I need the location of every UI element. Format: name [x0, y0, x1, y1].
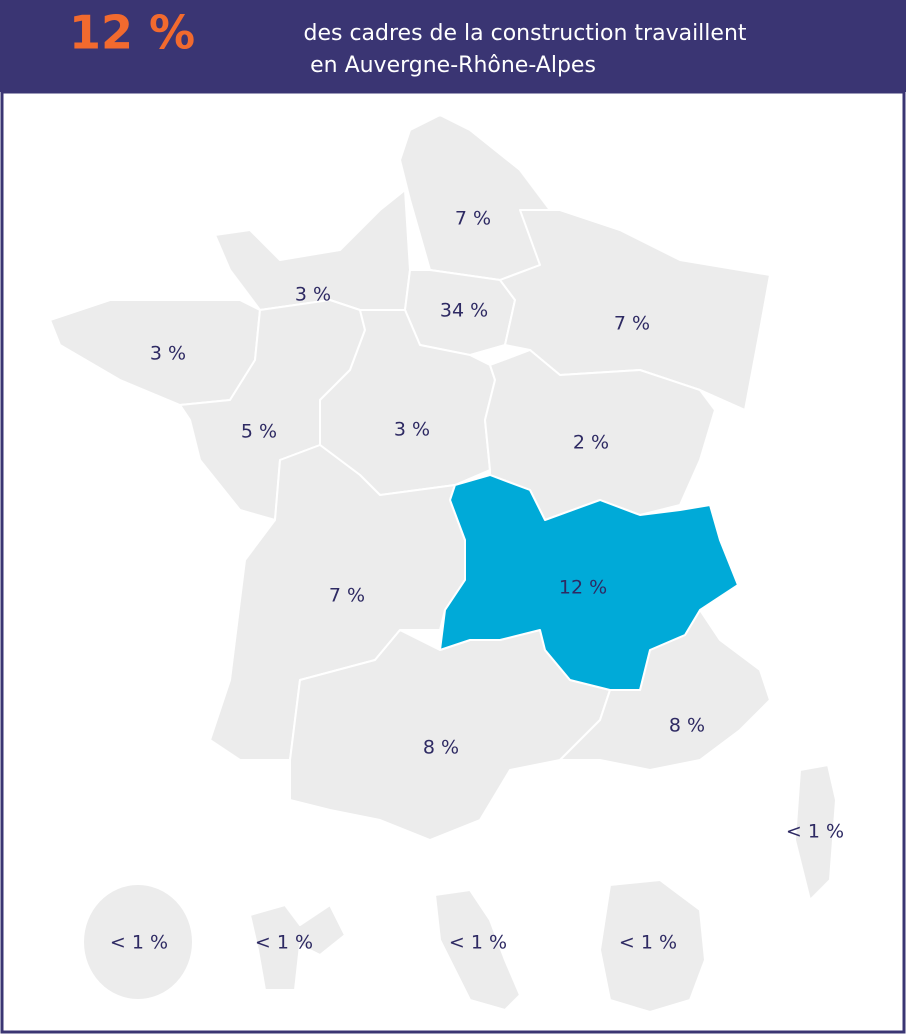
header-line: en Auvergne-Rhône-Alpes [310, 53, 596, 78]
region-label: < 1 % [110, 932, 168, 954]
frame [0, 90, 906, 1034]
region-label: 7 % [614, 313, 650, 335]
region-label: 34 % [440, 300, 488, 322]
region-label: 8 % [423, 737, 459, 759]
region-label: < 1 % [786, 821, 844, 843]
labels: 7 % 3 % 34 % 7 % 3 % 5 % 3 % 2 % 12 % 7 % 8 % 8 % < … [110, 208, 844, 954]
region-label: 3 % [394, 419, 430, 441]
region-label: < 1 % [255, 932, 313, 954]
region [82, 883, 194, 1001]
region-label: 7 % [329, 585, 365, 607]
region-label: < 1 % [449, 932, 507, 954]
region [599, 879, 706, 1013]
regions [49, 114, 837, 1013]
region [794, 764, 837, 901]
region [319, 309, 496, 496]
region [249, 904, 346, 991]
header-highlight: 12 % [69, 6, 195, 60]
region-label: 8 % [669, 715, 705, 737]
region-label: 2 % [573, 432, 609, 454]
region-label: 5 % [241, 421, 277, 443]
header-line: des cadres de la construction travaillen… [303, 21, 746, 46]
region [209, 444, 466, 761]
region-label: 3 % [295, 284, 331, 306]
header-bar [0, 0, 906, 92]
region-label: 3 % [150, 343, 186, 365]
region-highlight [439, 474, 739, 691]
region-label: 7 % [455, 208, 491, 230]
region-label: 12 % [559, 577, 607, 599]
region [434, 889, 521, 1011]
region [399, 114, 551, 281]
region-label: < 1 % [619, 932, 677, 954]
